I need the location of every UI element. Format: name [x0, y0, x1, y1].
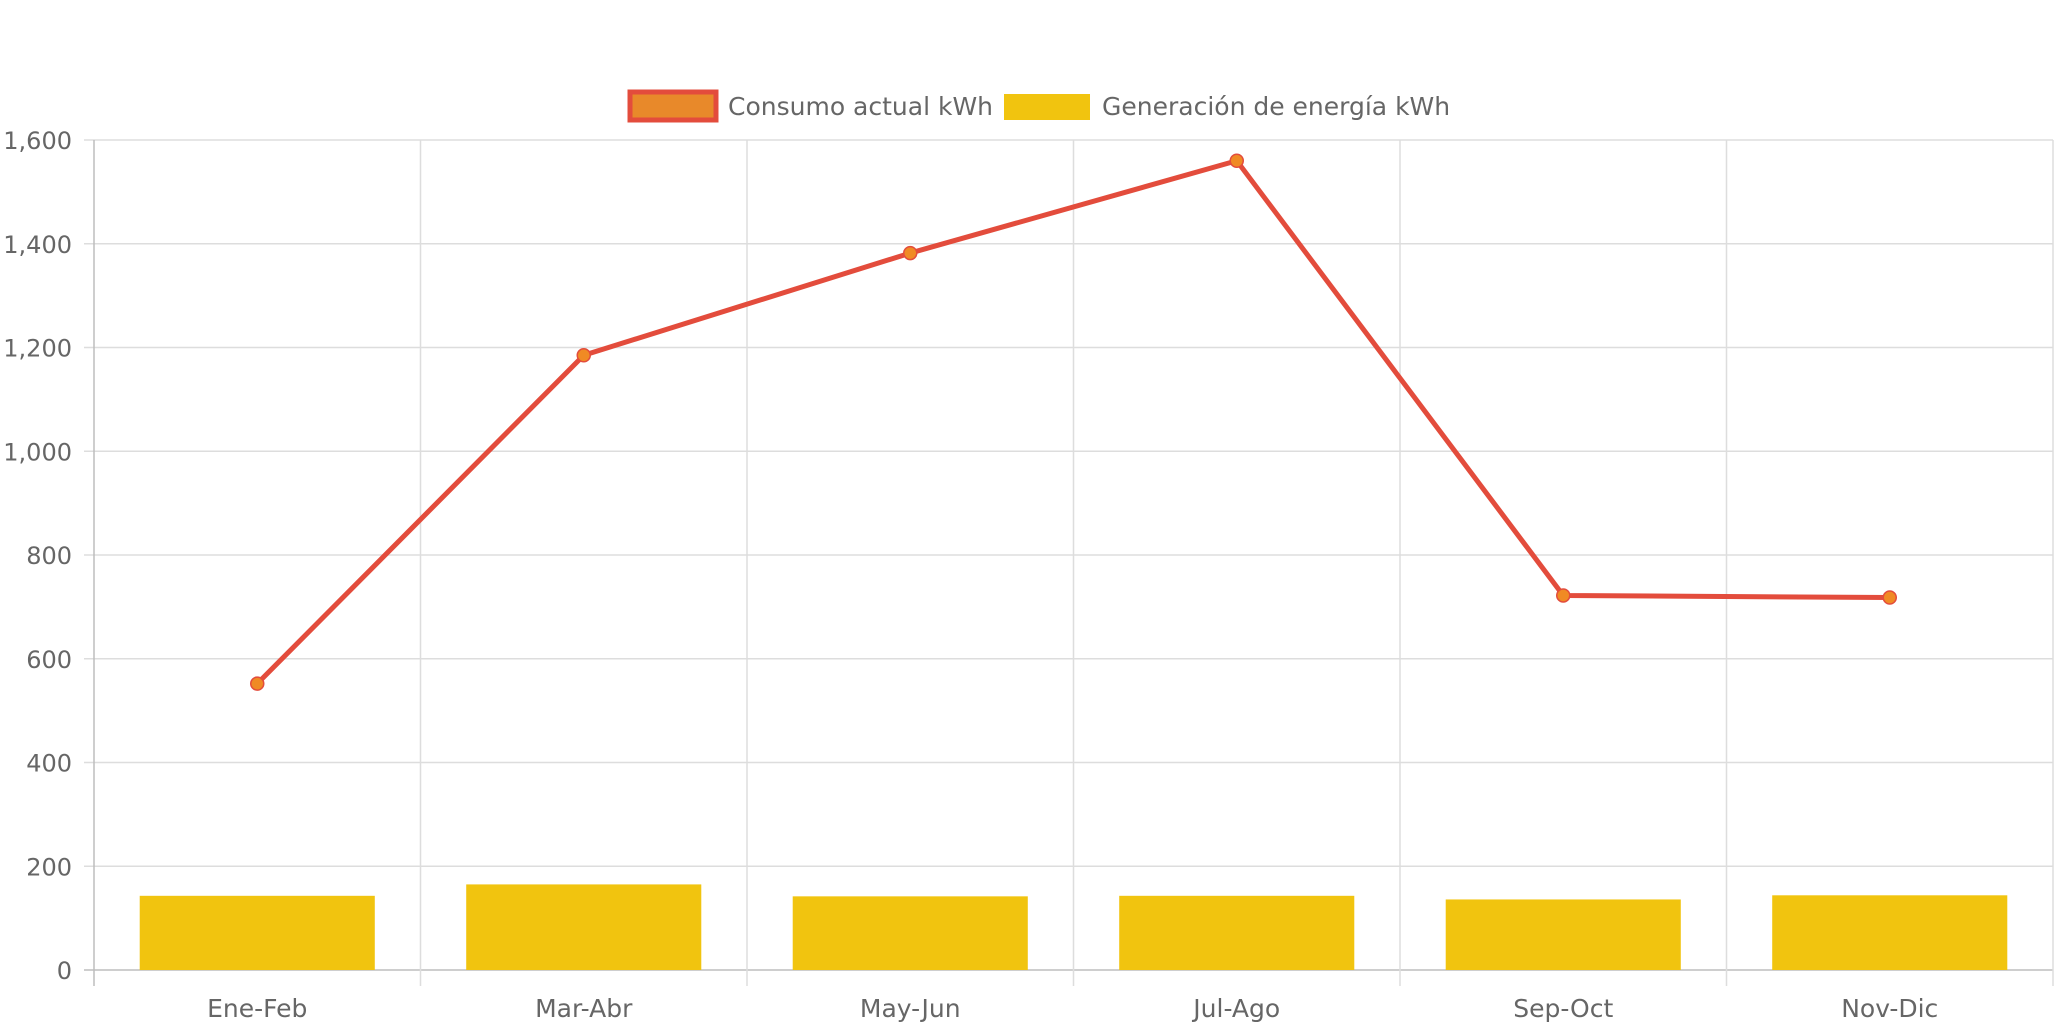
x-tick-label: Nov-Dic — [1841, 994, 1938, 1023]
x-tick-label: Ene-Feb — [207, 994, 307, 1023]
x-tick-label: May-Jun — [860, 994, 961, 1023]
y-tick-label: 1,400 — [3, 231, 72, 259]
axes: 0 200 400 600 800 1,000 1,200 1,400 1,600 Ene-Feb… — [3, 127, 1938, 1023]
legend-swatch-consumption[interactable] — [627, 89, 719, 123]
generation-bar — [466, 884, 702, 970]
consumption-point — [1556, 588, 1571, 603]
consumption-point — [250, 676, 265, 691]
consumption-point — [576, 348, 591, 363]
y-tick-label: 600 — [26, 646, 72, 674]
y-tick-label: 400 — [26, 750, 72, 778]
y-tick-label: 200 — [26, 853, 72, 881]
consumption-point — [903, 245, 918, 261]
grid — [84, 139, 2054, 986]
legend-swatch-generation[interactable] — [1004, 94, 1090, 120]
x-tick-label: Sep-Oct — [1513, 994, 1613, 1023]
consumption-point — [1882, 590, 1897, 605]
y-tick-label: 1,600 — [3, 127, 72, 155]
generation-bar — [792, 896, 1028, 970]
y-tick-label: 0 — [57, 957, 72, 985]
y-tick-label: 1,200 — [3, 335, 72, 363]
generation-bar — [139, 895, 375, 970]
x-tick-label: Mar-Abr — [535, 994, 633, 1023]
x-tick-label: Jul-Ago — [1191, 994, 1280, 1023]
generation-bar — [1772, 895, 2008, 970]
y-tick-label: 1,000 — [3, 438, 72, 466]
legend-label-consumption[interactable]: Consumo actual kWh — [728, 92, 993, 121]
generation-bar — [1119, 895, 1355, 970]
y-tick-label: 800 — [26, 542, 72, 570]
generation-bar — [1445, 899, 1681, 970]
legend: Consumo actual kWh Generación de energía… — [627, 89, 1450, 123]
legend-label-generation[interactable]: Generación de energía kWh — [1102, 92, 1450, 121]
consumption-line-path — [255, 158, 1890, 686]
consumption-point — [1229, 153, 1244, 168]
consumption-line — [250, 153, 1897, 691]
generation-bars — [139, 884, 2008, 970]
